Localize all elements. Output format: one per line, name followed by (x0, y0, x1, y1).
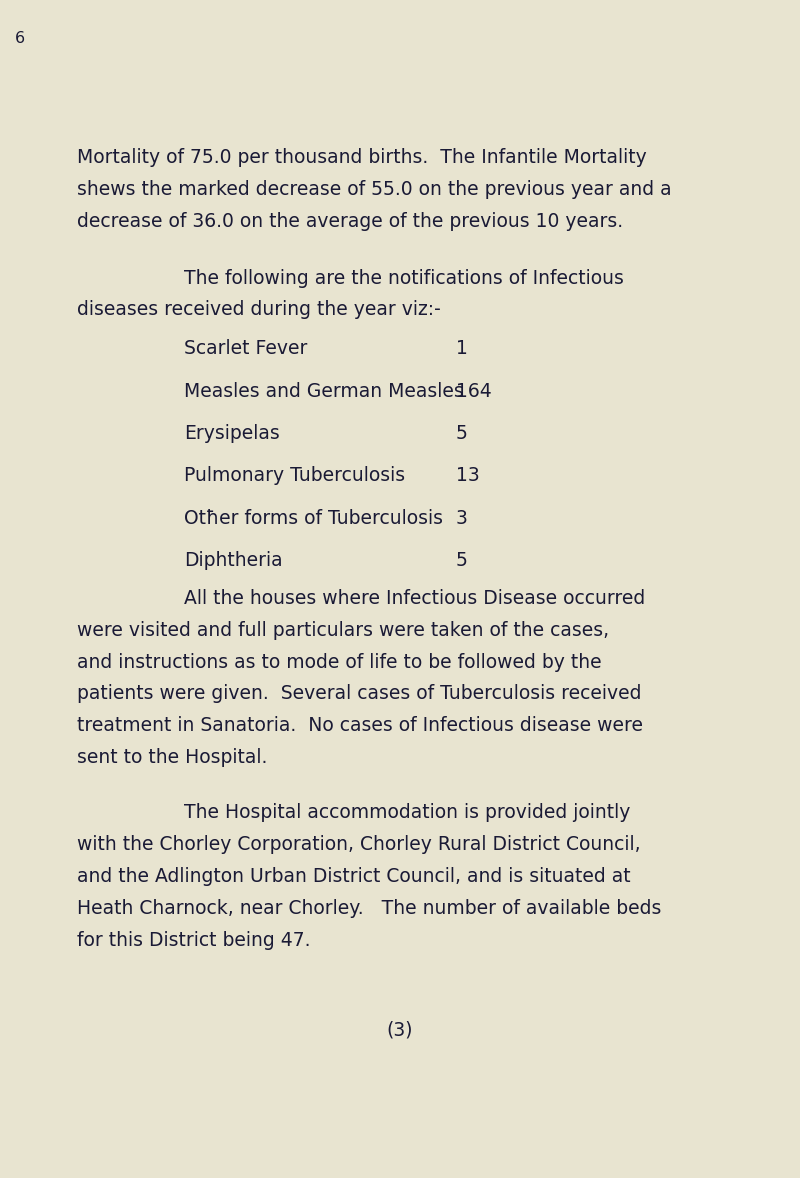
Text: 3: 3 (456, 509, 468, 528)
Text: The Hospital accommodation is provided jointly: The Hospital accommodation is provided j… (184, 803, 630, 822)
Text: and instructions as to mode of life to be followed by the: and instructions as to mode of life to b… (77, 653, 602, 671)
Text: (3): (3) (386, 1020, 414, 1039)
Text: with the Chorley Corporation, Chorley Rural District Council,: with the Chorley Corporation, Chorley Ru… (77, 835, 641, 854)
Text: shews the marked decrease of 55.0 on the previous year and a: shews the marked decrease of 55.0 on the… (77, 180, 671, 199)
Text: were visited and full particulars were taken of the cases,: were visited and full particulars were t… (77, 621, 609, 640)
Text: All the houses where Infectious Disease occurred: All the houses where Infectious Disease … (184, 589, 646, 608)
Text: 5: 5 (456, 424, 468, 443)
Text: Measles and German Measles: Measles and German Measles (184, 382, 464, 401)
Text: Diphtheria: Diphtheria (184, 551, 282, 570)
Text: 1: 1 (456, 339, 468, 358)
Text: Pulmonary Tuberculosis: Pulmonary Tuberculosis (184, 466, 405, 485)
Text: The following are the notifications of Infectious: The following are the notifications of I… (184, 269, 624, 287)
Text: patients were given.  Several cases of Tuberculosis received: patients were given. Several cases of Tu… (77, 684, 642, 703)
Text: and the Adlington Urban District Council, and is situated at: and the Adlington Urban District Council… (77, 867, 630, 886)
Text: Otħer forms of Tuberculosis: Otħer forms of Tuberculosis (184, 509, 443, 528)
Text: diseases received during the year viz:-: diseases received during the year viz:- (77, 300, 441, 319)
Text: 13: 13 (456, 466, 480, 485)
Text: sent to the Hospital.: sent to the Hospital. (77, 748, 267, 767)
Text: Mortality of 75.0 per thousand births.  The Infantile Mortality: Mortality of 75.0 per thousand births. T… (77, 148, 646, 167)
Text: for this District being 47.: for this District being 47. (77, 931, 310, 949)
Text: 5: 5 (456, 551, 468, 570)
Text: Erysipelas: Erysipelas (184, 424, 280, 443)
Text: Heath Charnock, near Chorley.   The number of available beds: Heath Charnock, near Chorley. The number… (77, 899, 661, 918)
Text: decrease of 36.0 on the average of the previous 10 years.: decrease of 36.0 on the average of the p… (77, 212, 623, 231)
Text: Scarlet Fever: Scarlet Fever (184, 339, 307, 358)
Text: treatment in Sanatoria.  No cases of Infectious disease were: treatment in Sanatoria. No cases of Infe… (77, 716, 643, 735)
Text: 6: 6 (14, 31, 25, 46)
Text: 164: 164 (456, 382, 492, 401)
